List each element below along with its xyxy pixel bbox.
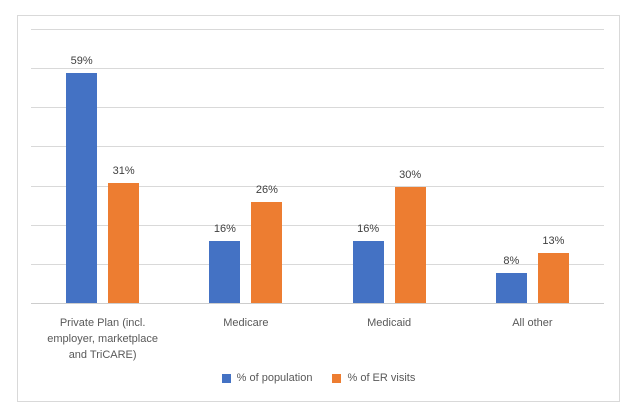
category-group: 16% 30% [318,30,461,304]
x-axis-line [31,303,604,304]
gridline [31,146,604,148]
bar-data-label: 26% [255,184,278,197]
category-label: Medicare [223,317,269,329]
bar-data-label: 8% [503,254,520,267]
category-group: 8% 13% [461,30,604,304]
chart-frame: 59% 31% 16% 26% 16% 30% 8% 13% Private Plan (in… [17,15,620,402]
legend-swatch-icon [332,373,342,383]
bars-row: 59% 31% 16% 26% 16% 30% 8% 13% [31,30,604,304]
category-group: 16% 26% [174,30,317,304]
legend-label: % of ER visits [347,372,416,384]
plot-area: 59% 31% 16% 26% 16% 30% 8% 13% [31,29,604,304]
bar: 26% [251,184,283,304]
legend-swatch-icon [221,373,231,383]
legend-item: % of population [221,372,313,384]
bar-data-label: 59% [70,55,93,68]
gridline [31,29,604,30]
bar-data-label: 16% [213,223,236,236]
category-label: All other [512,317,553,329]
bar-data-label: 31% [112,164,135,177]
bar: 8% [495,255,527,304]
legend-item: % of ER visits [332,372,415,384]
gridline [31,185,604,187]
bar: 31% [108,165,140,304]
gridline [31,263,604,265]
category-axis: Private Plan (incl. employer, marketplac… [31,304,604,363]
bar: 16% [209,223,241,304]
bar-data-label: 13% [542,235,565,248]
bar: 16% [352,223,384,304]
category-label: Private Plan (incl. employer, marketplac… [47,317,158,361]
category-group: 59% 31% [31,30,174,304]
gridline [31,224,604,226]
legend: % of population % of ER visits [18,372,619,384]
category-label: Medicaid [367,317,412,329]
bar: 13% [537,235,569,304]
bar: 30% [394,169,426,304]
legend-label: % of population [236,372,313,384]
gridline [31,107,604,109]
bar: 59% [66,55,98,304]
bar-data-label: 30% [399,168,422,181]
gridline [31,68,604,70]
bar-data-label: 16% [357,223,380,236]
